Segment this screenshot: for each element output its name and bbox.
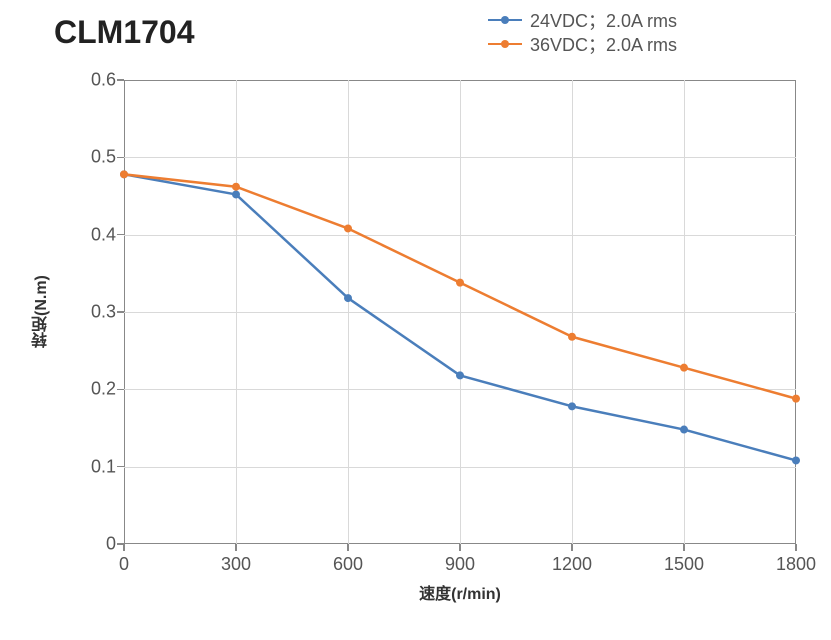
gridline (460, 80, 461, 544)
x-tick (235, 544, 237, 551)
y-tick (117, 79, 124, 81)
gridline (236, 80, 237, 544)
legend-swatch (488, 36, 522, 52)
gridline (348, 80, 349, 544)
x-tick-label: 1200 (552, 554, 592, 575)
legend-item: 36VDC；2.0A rms (488, 32, 677, 56)
series-marker (792, 395, 800, 403)
y-tick-label: 0.3 (72, 302, 116, 323)
plot-area (124, 80, 796, 544)
x-tick (795, 544, 797, 551)
legend-label: 36VDC；2.0A rms (530, 31, 677, 57)
x-tick-label: 1500 (664, 554, 704, 575)
chart-title: CLM1704 (54, 14, 195, 51)
y-tick-label: 0.6 (72, 70, 116, 91)
x-tick (571, 544, 573, 551)
x-tick-label: 0 (119, 554, 129, 575)
gridline (572, 80, 573, 544)
y-tick-label: 0.5 (72, 147, 116, 168)
x-tick (123, 544, 125, 551)
legend: 24VDC；2.0A rms36VDC；2.0A rms (488, 8, 677, 56)
y-tick-label: 0.2 (72, 379, 116, 400)
y-tick-label: 0 (72, 534, 116, 555)
gridline (684, 80, 685, 544)
y-tick (117, 157, 124, 159)
x-tick (683, 544, 685, 551)
x-tick (347, 544, 349, 551)
legend-item: 24VDC；2.0A rms (488, 8, 677, 32)
series-marker (792, 456, 800, 464)
y-tick (117, 466, 124, 468)
x-tick-label: 900 (445, 554, 475, 575)
y-tick (117, 311, 124, 313)
legend-label: 24VDC；2.0A rms (530, 7, 677, 33)
y-tick (117, 389, 124, 391)
x-tick-label: 600 (333, 554, 363, 575)
legend-swatch (488, 12, 522, 28)
x-tick-label: 1800 (776, 554, 816, 575)
y-tick-label: 0.1 (72, 456, 116, 477)
x-axis-label: 速度(r/min) (400, 580, 520, 604)
y-axis-label: 转矩(N.m) (30, 262, 54, 362)
x-tick (459, 544, 461, 551)
series-marker (120, 170, 128, 178)
y-tick-label: 0.4 (72, 224, 116, 245)
x-tick-label: 300 (221, 554, 251, 575)
series-marker (120, 170, 128, 178)
y-tick (117, 234, 124, 236)
